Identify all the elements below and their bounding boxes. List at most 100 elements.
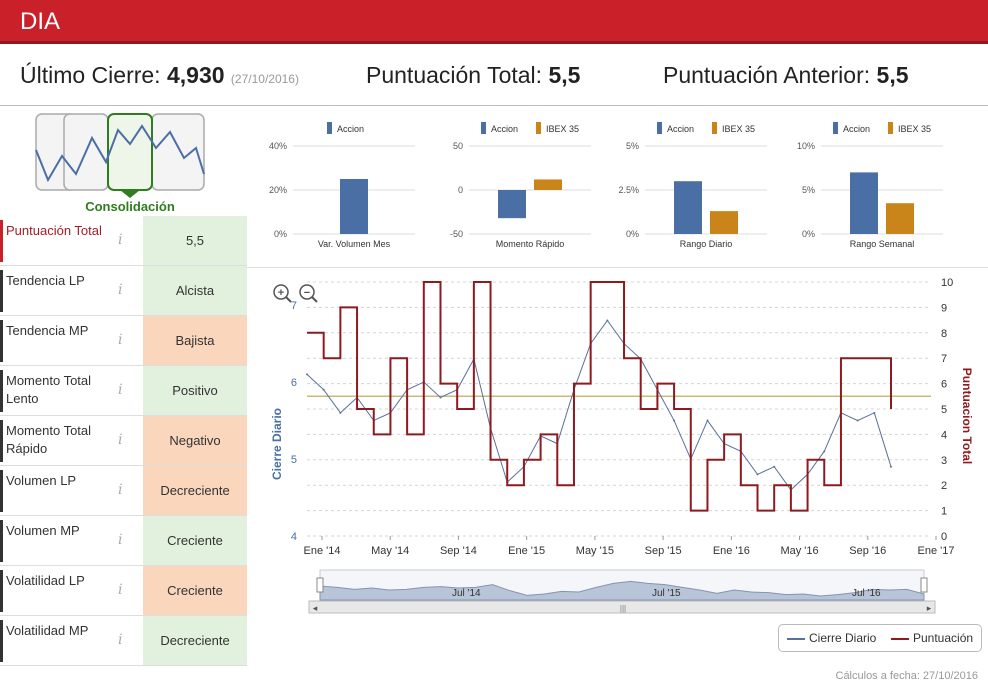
info-icon[interactable]: i xyxy=(118,332,123,348)
info-icon[interactable]: i xyxy=(118,632,123,648)
price-point xyxy=(306,373,308,376)
info-icon[interactable]: i xyxy=(118,482,123,498)
previous-score-value: 5,5 xyxy=(876,62,909,88)
navigator-tick: Jul '16 xyxy=(852,588,881,599)
zoom-out-icon-lens xyxy=(299,284,315,300)
mini-legend-swatch xyxy=(712,122,717,134)
mini-ytick: 0% xyxy=(802,229,815,239)
mini-xlabel: Rango Diario xyxy=(680,239,733,249)
info-icon[interactable]: i xyxy=(118,232,123,248)
metric-name: Tendencia LP xyxy=(6,273,85,288)
right-ytick: 6 xyxy=(941,379,947,391)
mini-legend-swatch xyxy=(833,122,838,134)
metric-marker xyxy=(0,520,3,562)
info-icon[interactable]: i xyxy=(118,432,123,448)
navigator-area xyxy=(319,580,925,601)
metric-value: Positivo xyxy=(143,366,247,415)
mini-legend-label: Accion xyxy=(843,124,870,134)
mini-legend-swatch xyxy=(481,122,486,134)
xtick-label: May '14 xyxy=(371,545,409,557)
zoom-in-icon-glyph: + xyxy=(278,287,284,299)
zoom-in-icon[interactable]: + xyxy=(273,284,292,303)
legend-score[interactable]: Puntuación xyxy=(913,631,974,645)
zoom-in-icon-lens xyxy=(273,284,289,300)
mini-chart-3: Accion IBEX 35 5% 2.5% 0% Rango Diario xyxy=(618,122,767,249)
metric-row: Puntuación Total i 5,5 xyxy=(0,216,247,266)
zoom-controls: + − xyxy=(273,284,318,303)
metric-marker xyxy=(0,470,3,512)
metric-name: Momento Total Lento xyxy=(6,373,92,406)
xtick-label: May '15 xyxy=(576,545,614,557)
metrics-panel: Consolidación Puntuación Total i 5,5 Tenden… xyxy=(0,108,247,668)
zoom-out-icon-glyph: − xyxy=(304,287,310,299)
metric-marker xyxy=(0,320,3,362)
mini-ytick: 5% xyxy=(802,185,815,195)
metric-row: Volumen LP i Decreciente xyxy=(0,466,247,516)
metric-name: Volumen LP xyxy=(6,473,77,488)
price-point xyxy=(673,419,676,422)
mini-legend-swatch xyxy=(327,122,332,134)
legend-score-swatch xyxy=(891,638,909,640)
xtick-label: Sep '16 xyxy=(849,545,886,557)
mini-ytick: 5% xyxy=(626,141,639,151)
legend-price-swatch xyxy=(787,638,805,640)
navigator-tick: Jul '15 xyxy=(652,588,681,599)
chart-legend[interactable]: Cierre Diario Puntuación xyxy=(778,624,982,652)
price-point xyxy=(439,396,442,399)
mini-ytick: 0 xyxy=(458,185,463,195)
left-axis-title: Cierre Diario xyxy=(270,408,284,480)
mini-legend-label: Accion xyxy=(667,124,694,134)
range-navigator[interactable]: Jul '14 Jul '15 Jul '16 ◂ ▸ ||| xyxy=(308,569,936,614)
metric-value: Decreciente xyxy=(143,466,247,515)
mini-ytick: 50 xyxy=(453,141,463,151)
left-ytick: 4 xyxy=(291,531,297,543)
info-icon[interactable]: i xyxy=(118,282,123,298)
price-point xyxy=(873,411,876,414)
price-point xyxy=(823,450,826,453)
zoom-out-icon[interactable]: − xyxy=(299,284,318,303)
mini-ytick: 20% xyxy=(269,185,287,195)
xtick-label: Ene '16 xyxy=(713,545,750,557)
right-ytick: 0 xyxy=(941,531,947,543)
info-icon[interactable]: i xyxy=(118,382,123,398)
right-ytick: 10 xyxy=(941,277,953,289)
left-ytick: 5 xyxy=(291,454,297,466)
mini-bar xyxy=(886,203,914,234)
info-icon[interactable]: i xyxy=(118,532,123,548)
metric-value: Creciente xyxy=(143,566,247,615)
metric-value: Creciente xyxy=(143,516,247,565)
mini-ytick: 2.5% xyxy=(618,185,639,195)
metric-marker xyxy=(0,270,3,312)
metric-row: Momento Total Lento i Positivo xyxy=(0,366,247,416)
right-ytick: 1 xyxy=(941,506,947,518)
metric-name: Volatilidad MP xyxy=(6,623,89,638)
info-icon[interactable]: i xyxy=(118,582,123,598)
price-point xyxy=(756,473,759,476)
xtick-label: Sep '14 xyxy=(440,545,477,557)
price-point xyxy=(606,319,609,322)
mini-charts-svg: Accion 40% 20% 0% Var. Volumen Mes Accion IBEX… xyxy=(269,122,943,249)
price-point xyxy=(856,419,859,422)
price-score-chart: 10 9 8 7 6 5 4 3 2 1 0 7 6 5 4 Ene '14 May '14 Sep '14 Ene… xyxy=(247,268,988,668)
mini-chart-2: Accion IBEX 35 50 0 -50 Momento Rápido xyxy=(450,122,591,249)
price-point xyxy=(890,465,892,468)
metric-marker xyxy=(0,570,3,612)
navigator-tick: Jul '14 xyxy=(452,588,481,599)
mini-ytick: 40% xyxy=(269,141,287,151)
app-header: DIA xyxy=(0,0,988,44)
right-ytick: 3 xyxy=(941,455,947,467)
legend-price[interactable]: Cierre Diario xyxy=(809,631,877,645)
scroll-left-arrow: ◂ xyxy=(313,603,318,613)
mini-bar xyxy=(710,211,738,234)
mini-legend-label: IBEX 35 xyxy=(898,124,931,134)
mini-bar xyxy=(534,179,562,190)
metric-marker xyxy=(0,420,3,462)
metric-name: Puntuación Total xyxy=(6,223,102,238)
metric-row: Volatilidad MP i Decreciente xyxy=(0,616,247,666)
previous-score: Puntuación Anterior: 5,5 xyxy=(663,62,909,89)
metric-row: Volumen MP i Creciente xyxy=(0,516,247,566)
zoom-out-icon-handle xyxy=(311,296,318,303)
consolidation-label: Consolidación xyxy=(85,199,175,214)
navigator-handle-right xyxy=(920,577,928,593)
